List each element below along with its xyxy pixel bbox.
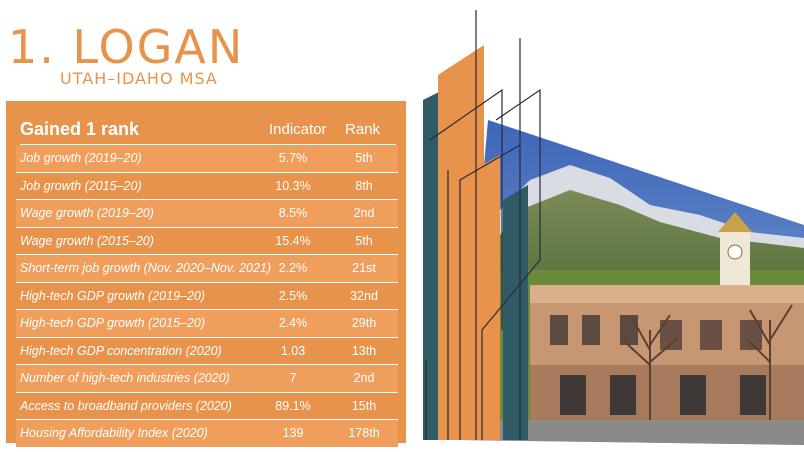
table-row: Wage growth (2015–20) 15.4% 5th (16, 227, 398, 255)
column-header-indicator: Indicator (269, 121, 327, 138)
row-rank: 5th (355, 151, 373, 165)
row-label: High-tech GDP growth (2019–20) (20, 288, 206, 303)
row-indicator: 2.5% (278, 288, 308, 303)
row-indicator: 2.4% (278, 316, 308, 330)
row-indicator: 10.3% (275, 178, 311, 193)
row-rank: 32nd (350, 288, 378, 303)
table-row: Access to broadband providers (2020) 89.1… (16, 392, 398, 420)
column-header-rank: Rank (345, 121, 381, 138)
row-label: Access to broadband providers (2020) (20, 398, 232, 413)
row-label: High-tech GDP growth (2015–20) (20, 316, 206, 330)
row-rank: 13th (351, 343, 377, 358)
table-heading: Gained 1 rank (20, 119, 140, 139)
table-row: Short-term job growth (Nov. 2020–Nov. 20… (16, 255, 398, 283)
table-body: Job growth (2019–20) 5.7% 5th Job growth (… (16, 145, 398, 447)
row-label: Number of high-tech industries (2020) (20, 371, 230, 385)
row-rank: 178th (348, 426, 380, 440)
table-header: Gained 1 rank Indicator Rank (20, 118, 396, 145)
row-rank: 5th (355, 233, 373, 248)
rankings-table: Gained 1 rank Indicator Rank Job growth … (6, 101, 406, 447)
row-label: Wage growth (2019–20) (20, 206, 154, 220)
row-label: Job growth (2015–20) (20, 178, 142, 193)
row-rank: 2nd (353, 371, 375, 385)
table-row: Job growth (2015–20) 10.3% 8th (16, 172, 398, 200)
table-row: High-tech GDP concentration (2020) 1.03 13… (16, 337, 398, 365)
city-photo-graphic (423, 10, 804, 445)
clock-tower (720, 232, 750, 292)
table-row: High-tech GDP growth (2015–20) 2.4% 29th (16, 310, 398, 338)
page-title: 1. LOGAN (8, 20, 245, 74)
table-row: Job growth (2019–20) 5.7% 5th (16, 145, 398, 173)
table-row: Housing Affordability Index (2020) 139 178… (16, 420, 398, 447)
row-indicator: 2.2% (278, 261, 308, 275)
row-indicator: 89.1% (275, 398, 311, 413)
row-rank: 15th (351, 398, 377, 413)
teal-bar-right (503, 185, 528, 440)
page-subtitle: UTAH–IDAHO MSA (60, 69, 218, 88)
row-label: High-tech GDP concentration (2020) (20, 343, 222, 358)
row-label: Job growth (2019–20) (20, 151, 142, 165)
row-indicator: 8.5% (278, 206, 308, 220)
table-row: Wage growth (2019–20) 8.5% 2nd (16, 200, 398, 228)
row-indicator: 1.03 (280, 343, 306, 358)
row-rank: 21st (352, 261, 376, 275)
row-label: Wage growth (2015–20) (20, 233, 154, 248)
row-rank: 29th (351, 316, 377, 330)
row-rank: 2nd (353, 206, 375, 220)
row-label: Housing Affordability Index (2020) (20, 426, 208, 440)
row-indicator: 139 (282, 426, 304, 440)
row-indicator: 5.7% (278, 151, 308, 165)
orange-bar-small (464, 155, 500, 440)
row-rank: 8th (355, 178, 373, 193)
table-row: Number of high-tech industries (2020) 7 2n… (16, 365, 398, 393)
table-row: High-tech GDP growth (2019–20) 2.5% 32nd (16, 282, 398, 310)
row-indicator: 7 (289, 371, 297, 385)
row-indicator: 15.4% (275, 233, 311, 248)
row-label: Short-term job growth (Nov. 2020–Nov. 20… (20, 261, 272, 275)
architectural-lines (425, 10, 541, 440)
tree-branches (624, 314, 679, 420)
